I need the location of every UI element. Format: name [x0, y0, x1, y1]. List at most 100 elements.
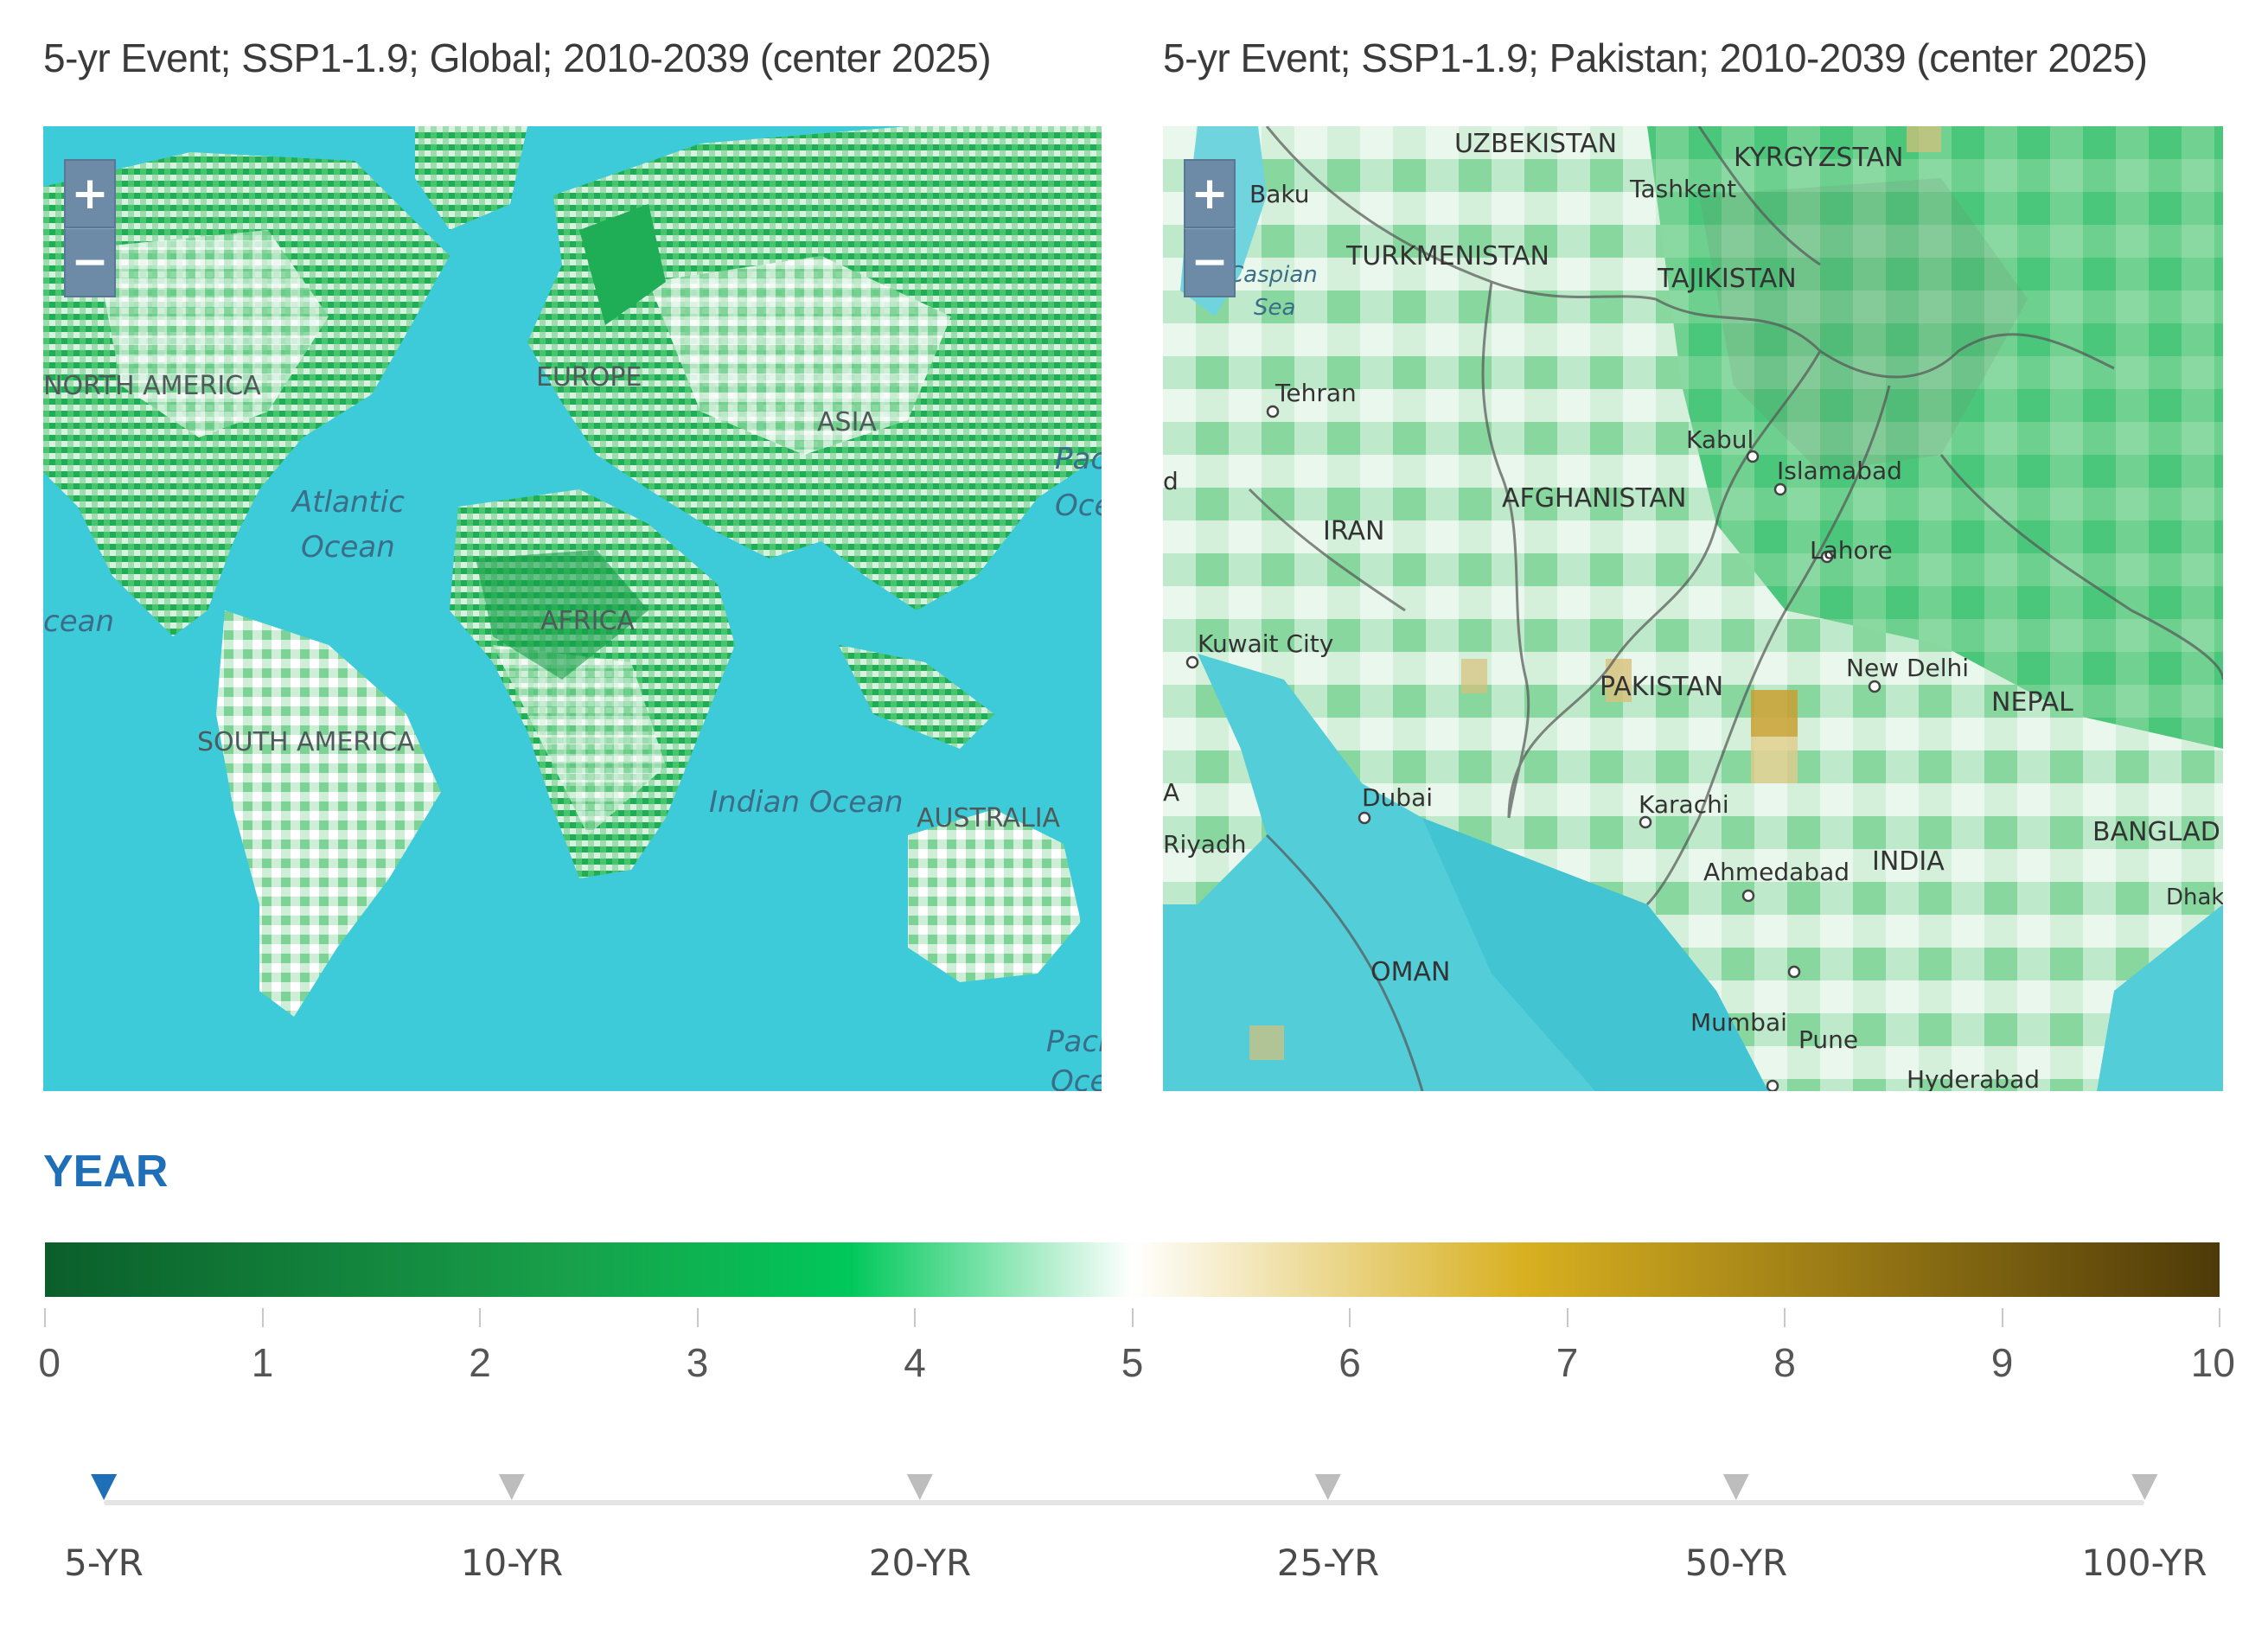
pakistan-map[interactable]: UZBEKISTAN KYRGYZSTAN Tashkent Baku TURK…: [1163, 126, 2223, 1091]
label-dubai: Dubai: [1362, 783, 1433, 812]
slider-stop-icon[interactable]: [1314, 1474, 1341, 1500]
label-india: INDIA: [1872, 846, 1945, 877]
label-kyrgyzstan: KYRGYZSTAN: [1734, 143, 1903, 173]
scale-tick-mark: [1349, 1308, 1351, 1327]
label-lahore: Lahore: [1810, 536, 1893, 565]
label-tehran: Tehran: [1275, 379, 1357, 407]
label-asia: ASIA: [817, 407, 877, 437]
label-atlantic-1: Atlantic: [291, 485, 405, 520]
label-islamabad: Islamabad: [1777, 457, 1902, 485]
label-caspian-2: Sea: [1254, 295, 1295, 321]
label-dhaka: Dhak: [2166, 884, 2223, 910]
global-map[interactable]: NORTH AMERICA EUROPE ASIA AFRICA SOUTH A…: [43, 126, 1102, 1091]
scale-tick-mark: [2001, 1308, 2003, 1327]
label-d-edge: d: [1163, 467, 1179, 495]
global-zoom-out-button[interactable]: −: [64, 228, 116, 297]
pakistan-zoom-out-button[interactable]: −: [1184, 228, 1236, 297]
slider-stop-25-yr[interactable]: 25-YR: [1277, 1474, 1379, 1584]
slider-stop-label[interactable]: 5-YR: [64, 1542, 144, 1584]
color-scale-ticks: 0 1 2 3 4 5 6 7 8 9 10: [38, 1308, 2235, 1403]
land-north-america: [43, 126, 527, 636]
slider-stop-icon[interactable]: [1722, 1474, 1749, 1500]
label-atlantic-2: Ocean: [301, 530, 395, 565]
label-europe: EUROPE: [536, 362, 642, 393]
land-southeast-asia: [839, 645, 994, 749]
pakistan-zoom-in-button[interactable]: +: [1184, 159, 1236, 228]
slider-stop-20-yr[interactable]: 20-YR: [869, 1474, 971, 1584]
label-tashkent: Tashkent: [1629, 175, 1736, 203]
slider-stop-icon[interactable]: [906, 1474, 933, 1500]
land-australia: [908, 809, 1081, 982]
scale-tick-mark: [479, 1308, 481, 1327]
land-europe-asia: [527, 126, 1102, 610]
label-riyadh: Riyadh: [1163, 830, 1246, 859]
label-iran: IRAN: [1323, 516, 1384, 546]
label-karachi: Karachi: [1639, 790, 1729, 819]
slider-handle-icon[interactable]: [90, 1474, 117, 1500]
label-kuwait-city: Kuwait City: [1198, 629, 1333, 658]
pakistan-zoom-control: + −: [1184, 159, 1236, 297]
label-kabul: Kabul: [1686, 425, 1754, 454]
slider-stop-icon[interactable]: [498, 1474, 525, 1500]
scale-tick-label: 8: [1773, 1340, 1796, 1385]
scale-tick-mark: [696, 1308, 699, 1327]
scale-tick-mark: [44, 1308, 46, 1327]
legend-title: YEAR: [43, 1146, 169, 1197]
label-pacific-east-1: Pac: [1055, 442, 1102, 476]
return-period-slider[interactable]: 5-YR 10-YR 20-YR 25-YR 50-YR 100-YR: [52, 1474, 2207, 1604]
scale-tick-label: 1: [251, 1340, 274, 1385]
scale-tick-label: 9: [1990, 1340, 2014, 1385]
city-markers: [1185, 405, 1881, 1091]
slider-stop-label[interactable]: 50-YR: [1684, 1542, 1788, 1584]
global-map-canvas[interactable]: NORTH AMERICA EUROPE ASIA AFRICA SOUTH A…: [43, 126, 1102, 1091]
slider-stop-label[interactable]: 20-YR: [868, 1542, 972, 1584]
global-map-title: 5-yr Event; SSP1-1.9; Global; 2010-2039 …: [43, 35, 992, 80]
label-indian-ocean: Indian Ocean: [709, 785, 904, 820]
color-scale-bar: [45, 1242, 2220, 1297]
scale-tick-mark: [261, 1308, 264, 1327]
label-oman: OMAN: [1370, 957, 1450, 987]
label-south-america: SOUTH AMERICA: [197, 727, 415, 757]
label-afghanistan: AFGHANISTAN: [1502, 483, 1686, 514]
scale-tick-label: 2: [469, 1340, 491, 1385]
slider-stop-100-yr[interactable]: 100-YR: [2081, 1474, 2207, 1584]
label-north-america: NORTH AMERICA: [43, 371, 261, 401]
slider-stop-label[interactable]: 10-YR: [460, 1542, 564, 1584]
land-south-america: [216, 610, 441, 1017]
label-pacific-southeast-2: Oce: [1051, 1064, 1102, 1091]
label-pune: Pune: [1798, 1025, 1858, 1054]
slider-stop-icon[interactable]: [2131, 1474, 2157, 1500]
label-pacific-west: cean: [43, 604, 114, 639]
label-baku: Baku: [1249, 180, 1309, 208]
label-africa: AFRICA: [540, 606, 635, 636]
slider-stop-label[interactable]: 25-YR: [1276, 1542, 1380, 1584]
slider-stop-5-yr[interactable]: 5-YR: [64, 1474, 144, 1584]
label-new-delhi: New Delhi: [1846, 654, 1969, 682]
pakistan-map-canvas[interactable]: UZBEKISTAN KYRGYZSTAN Tashkent Baku TURK…: [1163, 126, 2223, 1091]
slider-stop-label[interactable]: 100-YR: [2081, 1542, 2207, 1584]
scale-tick-mark: [1784, 1308, 1786, 1327]
scale-tick-mark: [2219, 1308, 2220, 1327]
label-hyderabad: Hyderabad: [1907, 1065, 2040, 1091]
slider-stop-10-yr[interactable]: 10-YR: [461, 1474, 563, 1584]
global-zoom-control: + −: [64, 159, 116, 297]
scale-tick-label: 3: [686, 1340, 709, 1385]
label-pacific-southeast-1: Paci: [1046, 1025, 1102, 1059]
scale-tick-label: 10: [2190, 1340, 2235, 1385]
scale-tick-mark: [1566, 1308, 1568, 1327]
label-pakistan: PAKISTAN: [1600, 672, 1723, 702]
scale-tick-label: 7: [1556, 1340, 1579, 1385]
label-australia: AUSTRALIA: [917, 803, 1061, 833]
label-turkmenistan: TURKMENISTAN: [1345, 241, 1549, 271]
scale-tick-mark: [1131, 1308, 1134, 1327]
label-tajikistan: TAJIKISTAN: [1657, 264, 1797, 294]
label-nepal: NEPAL: [1991, 687, 2073, 718]
label-caspian-1: Caspian: [1228, 262, 1318, 288]
land-africa: [450, 489, 735, 878]
slider-track[interactable]: [104, 1500, 2144, 1505]
scale-tick-label: 0: [38, 1340, 61, 1385]
label-bangladesh: BANGLAD: [2092, 817, 2220, 847]
global-zoom-in-button[interactable]: +: [64, 159, 116, 228]
slider-stop-50-yr[interactable]: 50-YR: [1685, 1474, 1787, 1584]
country-borders: [1248, 126, 2223, 1091]
